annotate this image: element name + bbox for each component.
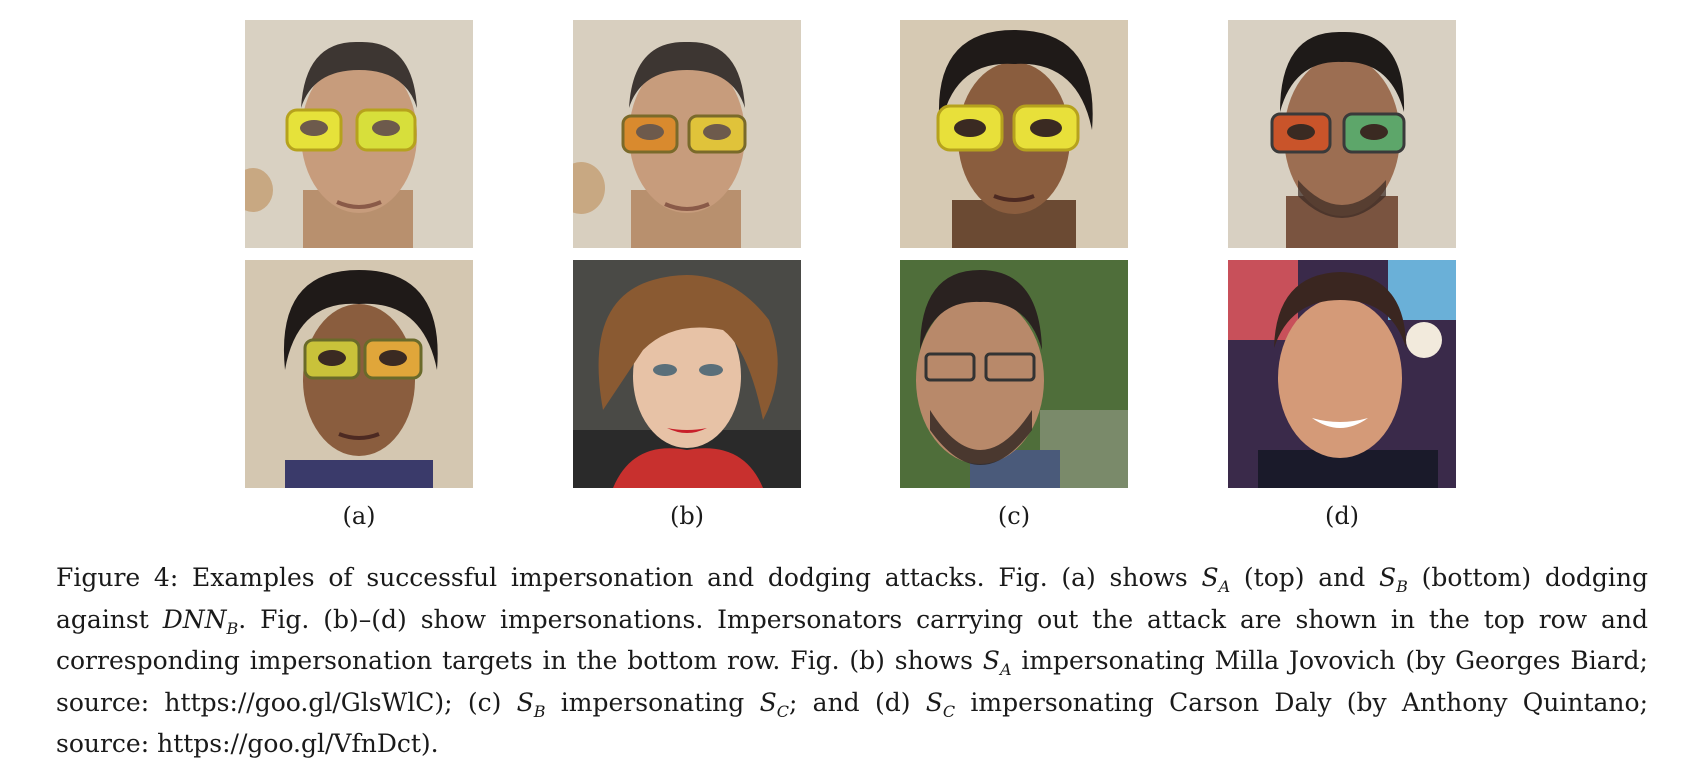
glasses-icon bbox=[936, 104, 1080, 152]
panel-label-d: (d) bbox=[1324, 502, 1360, 530]
caption-line-2: against DNNB. Fig. (b)–(d) show imperson… bbox=[56, 604, 1648, 638]
photo-c-bottom bbox=[900, 260, 1128, 488]
photo-b-top bbox=[573, 20, 801, 248]
glasses-icon bbox=[621, 114, 747, 154]
glasses-icon bbox=[1270, 112, 1406, 154]
panel-label-b: (b) bbox=[669, 502, 705, 530]
photo-d-top bbox=[1228, 20, 1456, 248]
panel-label-a: (a) bbox=[342, 502, 376, 530]
glasses-icon bbox=[924, 352, 1036, 382]
caption-line-3: corresponding impersonation targets in t… bbox=[56, 646, 1648, 679]
photo-c-top bbox=[900, 20, 1128, 248]
figure-caption: Figure 4: Examples of successful imperso… bbox=[56, 562, 1648, 761]
caption-line-1: Figure 4: Examples of successful imperso… bbox=[56, 563, 1648, 596]
photo-a-bottom bbox=[245, 260, 473, 488]
caption-line-4: source: https://goo.gl/GlsWlC); (c) SB i… bbox=[56, 687, 1648, 721]
photo-d-bottom bbox=[1228, 260, 1456, 488]
panel-label-c: (c) bbox=[997, 502, 1031, 530]
glasses-icon bbox=[303, 338, 423, 380]
photo-b-bottom bbox=[573, 260, 801, 488]
photo-a-top bbox=[245, 20, 473, 248]
glasses-icon bbox=[285, 108, 417, 152]
